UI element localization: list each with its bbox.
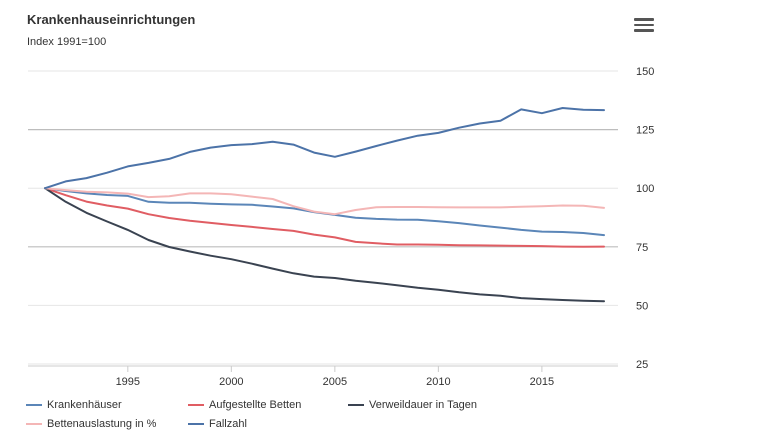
x-tick-label: 2010 [426,376,450,388]
hamburger-menu-icon[interactable] [634,18,654,34]
y-tick-label: 100 [636,183,654,195]
y-axis: 25 50 75 100 125 150 [636,66,654,371]
series-line-fallzahl[interactable] [44,107,605,190]
series-line-aufgestellte-betten[interactable] [44,187,605,248]
legend-label: Verweildauer in Tagen [369,399,478,411]
chart-subtitle: Index 1991=100 [27,36,107,48]
series-line-krankenh-user[interactable] [44,187,605,237]
legend-item[interactable]: Fallzahl [188,418,247,430]
legend-item[interactable]: Aufgestellte Betten [188,399,301,411]
x-tick-label: 2000 [219,376,243,388]
y-tick-label: 125 [636,125,654,137]
legend-swatch [26,404,42,406]
legend-item[interactable]: Bettenauslastung in % [26,418,156,430]
legend-swatch [188,423,204,425]
gridlines [28,70,618,365]
x-tick-label: 2015 [530,376,554,388]
x-axis: 1995 2000 2005 2010 2015 [28,365,618,388]
legend-swatch [26,423,42,425]
series-line-bettenauslastung-in[interactable] [44,187,605,216]
legend-label: Aufgestellte Betten [209,399,302,411]
menu-bar [634,29,654,32]
y-tick-label: 75 [636,242,648,254]
x-tick-label: 2005 [323,376,347,388]
legend-item[interactable]: Krankenhäuser [26,399,122,411]
menu-bar [634,18,654,21]
series-line-verweildauer-in-tagen[interactable] [44,187,605,303]
y-tick-label: 25 [636,359,648,371]
series-lines [44,107,605,303]
y-tick-label: 150 [636,66,654,78]
legend-label: Krankenhäuser [47,399,122,411]
x-tick-label: 1995 [116,376,140,388]
legend-swatch [348,404,364,406]
chart-title: Krankenhauseinrichtungen [27,12,196,27]
menu-bar [634,23,654,26]
y-tick-label: 50 [636,300,648,312]
legend-label: Bettenauslastung in % [47,418,157,430]
legend-item[interactable]: Verweildauer in Tagen [348,399,477,411]
legend-swatch [188,404,204,406]
legend-label: Fallzahl [209,418,247,430]
